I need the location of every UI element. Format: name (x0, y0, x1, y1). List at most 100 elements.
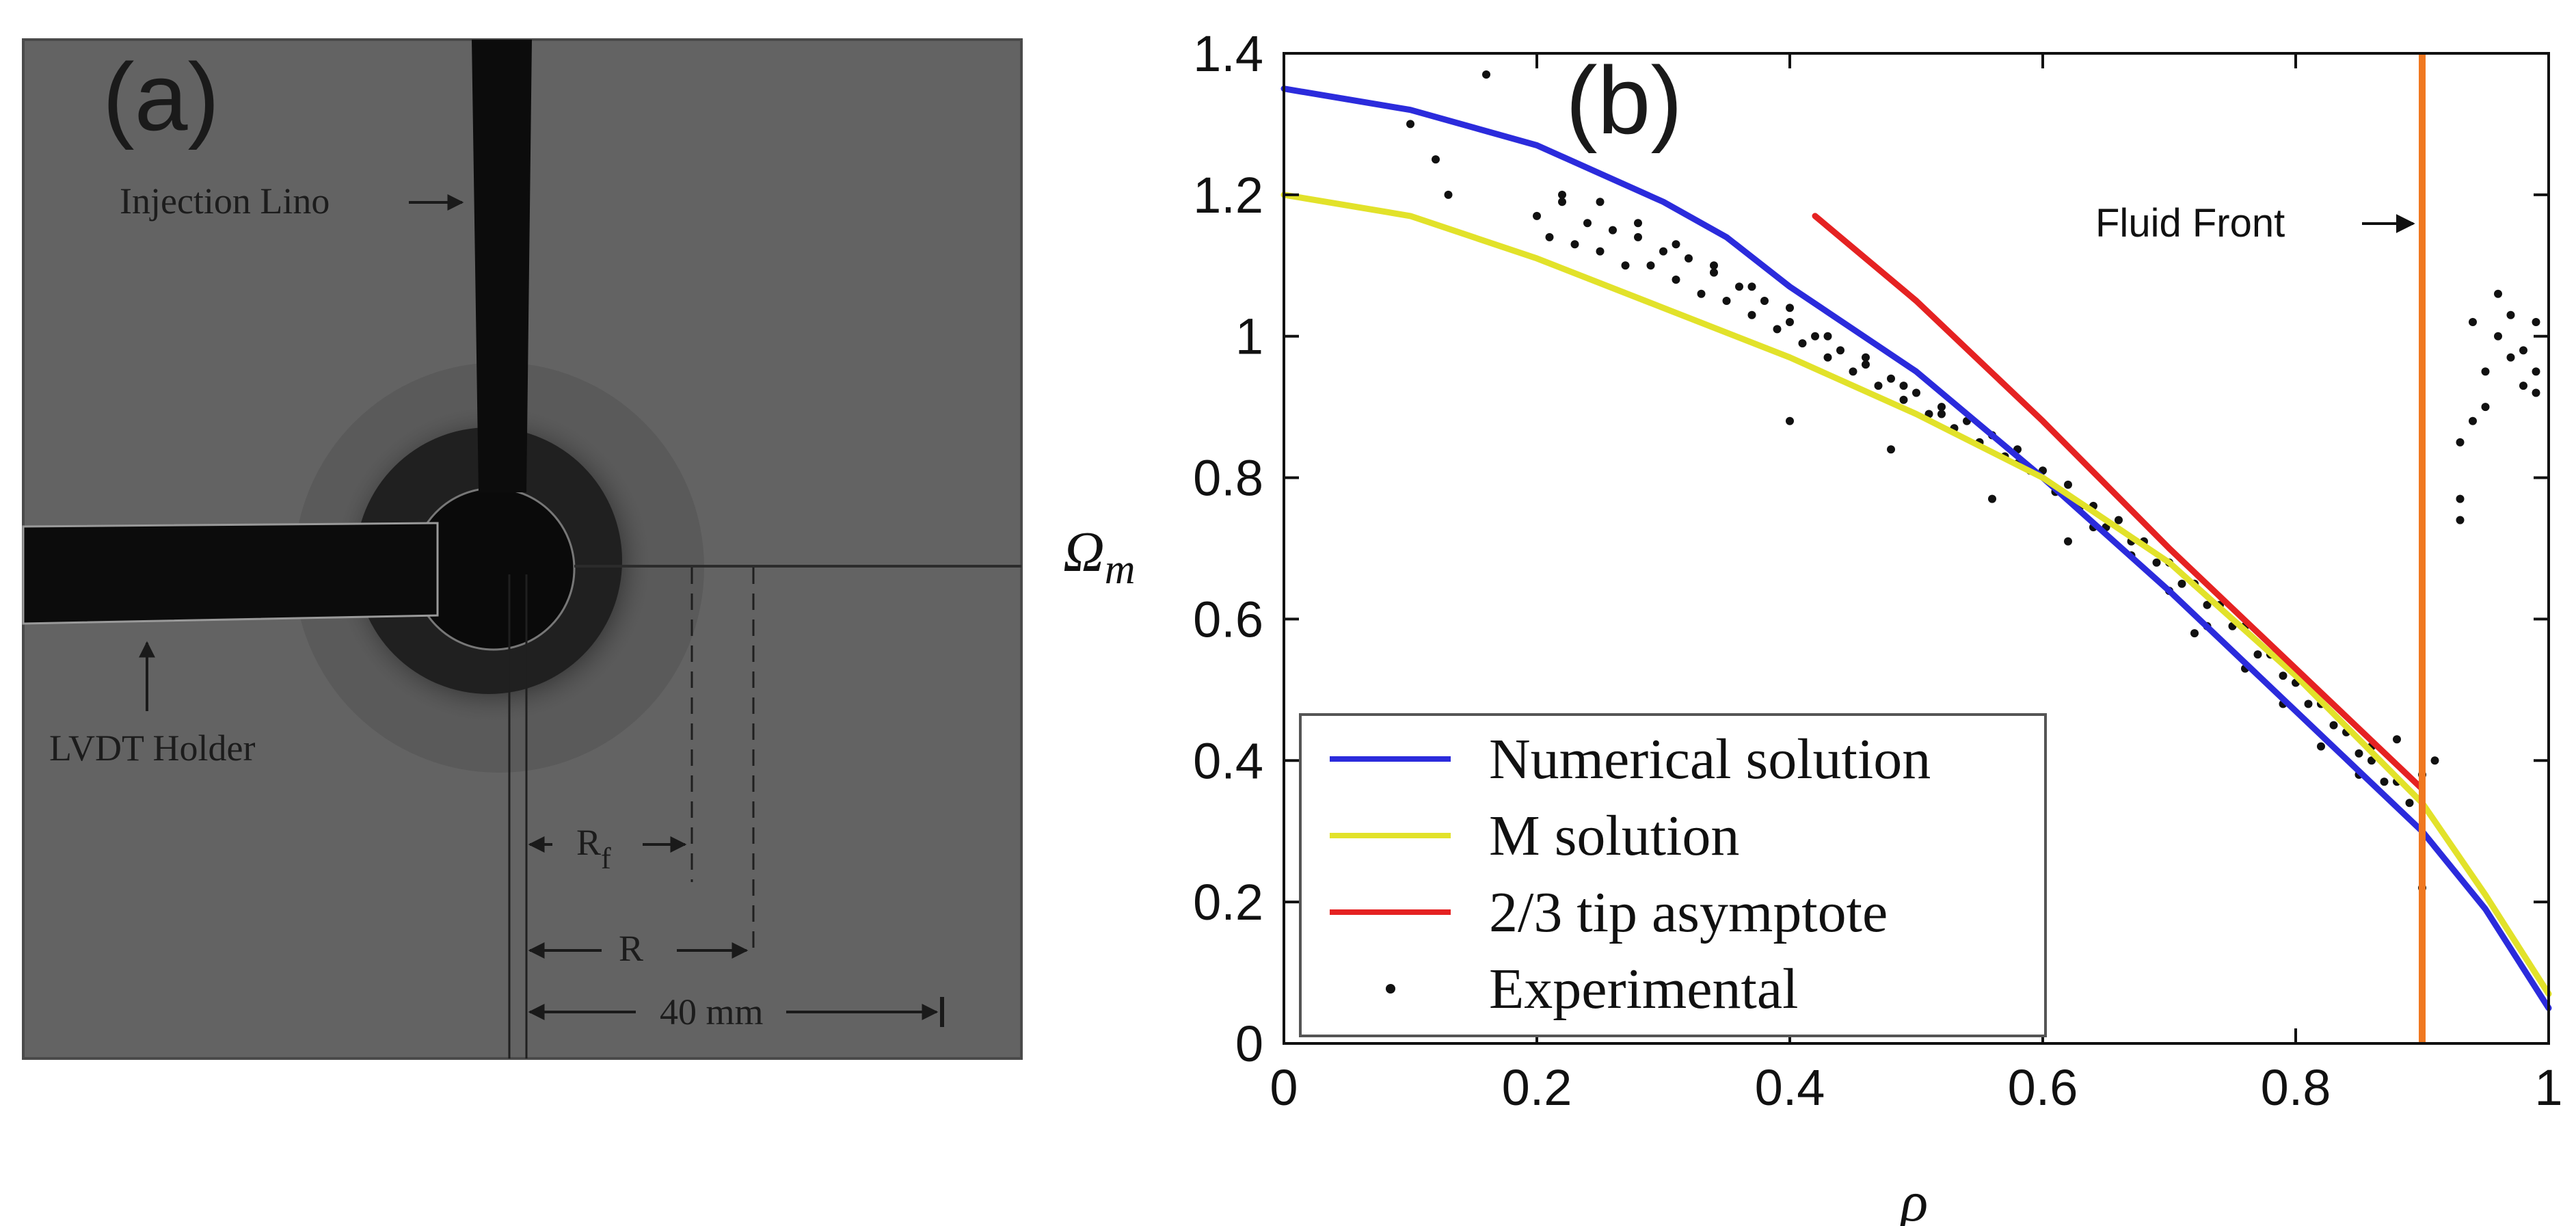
experimental-point (1545, 232, 1554, 241)
injection-line (472, 40, 532, 492)
experimental-point (2177, 579, 2186, 588)
experimental-point (1874, 382, 1883, 390)
experimental-point (2430, 756, 2439, 765)
experimental-point (1937, 410, 1946, 418)
experimental-point (1786, 304, 1794, 312)
experimental-point (1823, 332, 1832, 341)
experimental-point (1887, 445, 1895, 454)
y-tick-label: 0 (1235, 1015, 1263, 1072)
experimental-point (2304, 699, 2313, 708)
panel-a-label: (a) (103, 43, 219, 150)
panel-a-photo: (a) Injection Lino LVDT Holder Rf R 40 m… (22, 38, 1023, 1060)
experimental-point (1823, 353, 1832, 362)
experimental-point (2481, 367, 2490, 376)
experimental-point (1773, 325, 1782, 334)
panel-b-label: (b) (1566, 46, 1682, 154)
experimental-point (2532, 388, 2540, 397)
plot-layer (1280, 53, 2552, 1043)
experimental-point (1747, 310, 1756, 319)
experimental-point (1646, 261, 1655, 270)
experimental-point (1735, 282, 1743, 291)
experimental-point (2405, 799, 2414, 808)
experimental-point (2469, 416, 2477, 425)
y-axis-label: Ωm (1063, 520, 1136, 593)
y-tick-label: 1.4 (1193, 25, 1263, 82)
experimental-point (1672, 240, 1680, 249)
experimental-point (1609, 226, 1617, 235)
experimental-point (1760, 297, 1769, 305)
experimental-point (1444, 190, 1453, 199)
experimental-point (2506, 310, 2515, 319)
series-line-m-solution (1280, 191, 2552, 998)
experimental-point (1685, 254, 1693, 263)
experimental-point (2064, 480, 2072, 489)
experimental-point (2532, 318, 2540, 326)
plot-frame (1283, 52, 2550, 1045)
experimental-point (2481, 403, 2490, 412)
legend-label-experimental: Experimental (1489, 957, 1798, 1021)
experimental-point (2469, 318, 2477, 326)
experimental-point (1558, 190, 1566, 199)
experimental-point (1570, 240, 1579, 249)
x-tick-label: 0.8 (2261, 1059, 2331, 1116)
r-label: R (619, 928, 643, 969)
experimental-point (1634, 232, 1642, 241)
experimental-point (1899, 382, 1908, 390)
experimental-point (1722, 297, 1731, 305)
rf-label: Rf (576, 822, 611, 875)
x-tick-label: 0 (1270, 1059, 1298, 1116)
legend-marker-experimental (1386, 984, 1395, 994)
x-tick-label: 0.2 (1502, 1059, 1572, 1116)
experimental-point (1899, 395, 1908, 404)
y-tick-label: 1 (1235, 308, 1263, 365)
experimental-point (1533, 211, 1541, 220)
injection-line-label: Injection Lino (120, 181, 330, 222)
experimental-point (2064, 537, 2072, 546)
experimental-point (2494, 332, 2502, 341)
experimental-point (1482, 70, 1490, 79)
experimental-point (1697, 289, 1706, 298)
experimental-point (2519, 382, 2527, 390)
experimental-point (2253, 650, 2262, 659)
experimental-point (1786, 416, 1794, 425)
experimental-point (2317, 742, 2325, 751)
experimental-point (1596, 198, 1605, 206)
experimental-point (1887, 374, 1895, 383)
x-axis-ticks: 0 0.2 0.4 0.6 0.8 1 (1270, 53, 2563, 1116)
legend-label-tip-asymptote: 2/3 tip asymptote (1489, 881, 1888, 944)
experimental-point (1621, 261, 1630, 270)
experimental-point (1937, 403, 1946, 412)
experimental-point (2456, 516, 2465, 524)
experimental-point (2532, 367, 2540, 376)
experimental-point (1836, 346, 1844, 355)
experimental-point (1988, 494, 1996, 503)
x-tick-label: 0.6 (2008, 1059, 2078, 1116)
experimental-point (1583, 219, 1592, 228)
experimental-point (1862, 353, 1870, 362)
experimental-point (2329, 721, 2338, 730)
legend-box (1299, 713, 2047, 1037)
experimental-point (1811, 332, 1819, 341)
y-tick-label: 0.2 (1193, 874, 1263, 931)
experimental-point (1798, 339, 1807, 348)
lvdt-holder (22, 522, 439, 625)
experimental-point (1786, 318, 1794, 326)
experimental-point (2279, 671, 2287, 680)
experimental-point (2190, 629, 2199, 638)
legend: Numerical solution M solution 2/3 tip as… (1299, 713, 2047, 1037)
experimental-point (2456, 494, 2465, 503)
experimental-point (2354, 749, 2363, 758)
experimental-point (1710, 268, 1718, 277)
y-tick-label: 0.8 (1193, 450, 1263, 507)
experimental-point (1672, 276, 1680, 284)
series-line-2-3-tip-asymptote (1812, 213, 2426, 792)
experimental-point (1432, 155, 1440, 164)
y-tick-label: 0.4 (1193, 732, 1263, 789)
experimental-point (1862, 360, 1870, 369)
experimental-point (1659, 247, 1667, 256)
experimental-point (2152, 558, 2161, 567)
experimental-point (2367, 756, 2376, 765)
lvdt-holder-label: LVDT Holder (49, 728, 256, 769)
y-tick-label: 1.2 (1193, 167, 1263, 224)
